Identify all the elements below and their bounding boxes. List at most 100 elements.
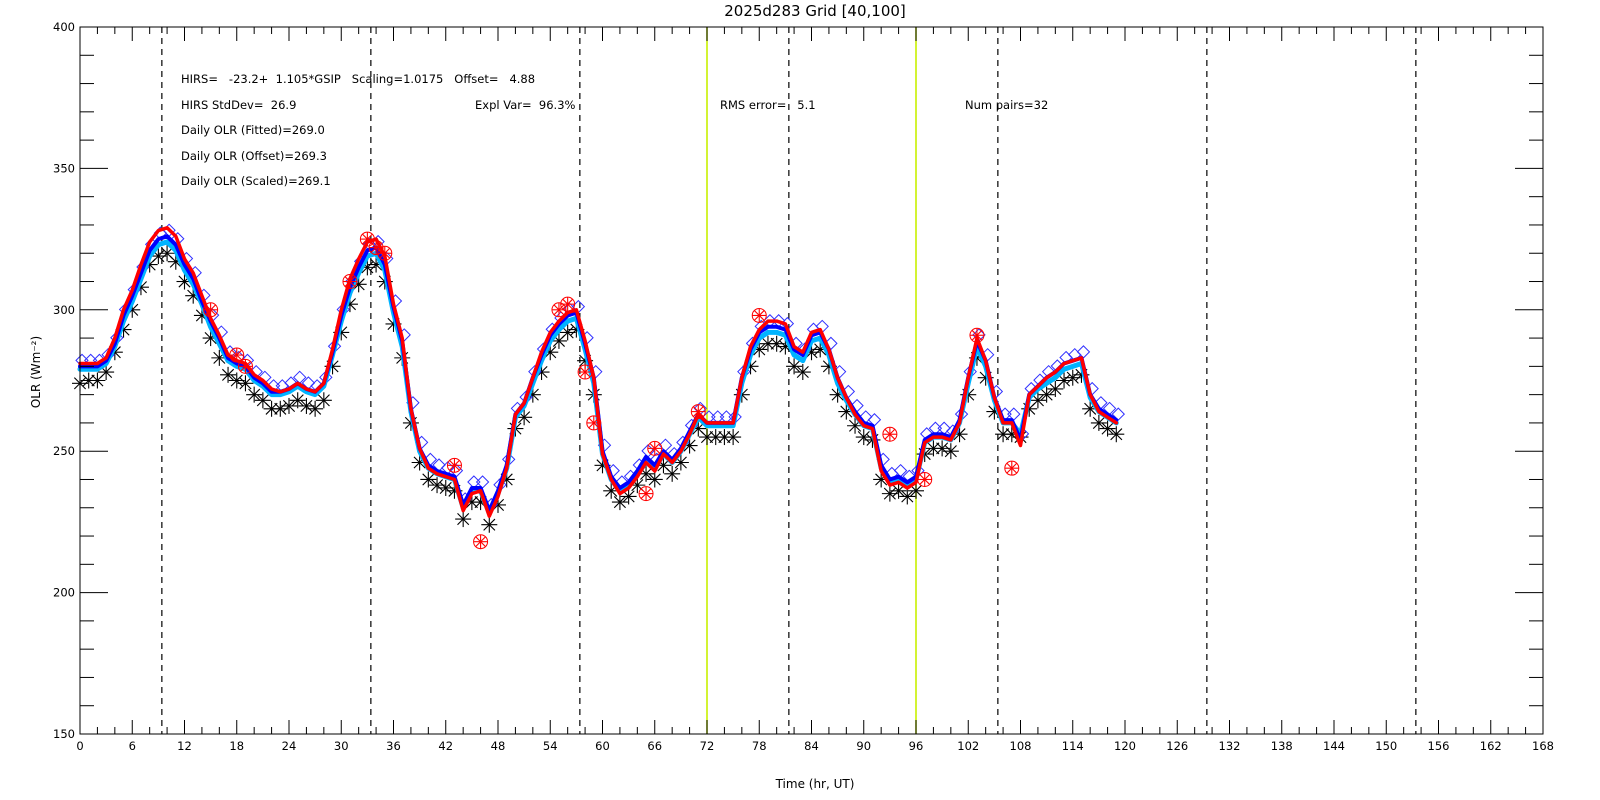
annotation-text: Daily OLR (Fitted)=269.0 [181, 123, 325, 137]
hirs-observation-ring [551, 302, 567, 318]
y-tick-label: 350 [53, 161, 75, 175]
plot-area [72, 27, 1417, 734]
gsip-point [620, 488, 637, 505]
axes: 0 6 12 18 24 30 36 42 48 54 60 66 72 78 84 90 96 102 108 11… [53, 20, 1554, 753]
x-tick-label: 102 [957, 739, 979, 753]
gsip-point [315, 392, 332, 409]
x-tick-label: 78 [752, 739, 767, 753]
x-tick-label: 60 [595, 739, 610, 753]
gsip-point [1029, 392, 1046, 409]
gsip-point [455, 511, 472, 528]
hirs-observation-point [551, 302, 566, 317]
annotation-text: Daily OLR (Offset)=269.3 [181, 149, 327, 163]
hirs-observation-point [586, 415, 601, 430]
x-tick-label: 48 [491, 739, 506, 753]
hirs-observation-point [229, 348, 244, 363]
x-tick-label: 126 [1166, 739, 1188, 753]
hirs-observation-point [647, 441, 662, 456]
gsip-point [220, 366, 237, 383]
annotation-text: RMS error= 5.1 [720, 98, 816, 112]
hirs-observation-ring [377, 245, 393, 261]
y-tick-label: 150 [53, 727, 75, 741]
y-axis-title: OLR (Wm⁻²) [29, 336, 43, 408]
hirs-observation-ring [446, 457, 462, 473]
gsip-point [246, 386, 263, 403]
x-tick-label: 90 [856, 739, 871, 753]
gsip-point [1038, 386, 1055, 403]
hirs-observation-ring [647, 440, 663, 456]
annotation-text: HIRS= -23.2+ 1.105*GSIP Scaling=1.0175 O… [181, 72, 535, 86]
hirs-observation-ring [237, 358, 253, 374]
y-tick-label: 300 [53, 303, 75, 317]
hirs-observation-ring [917, 471, 933, 487]
gsip-point [411, 454, 428, 471]
x-tick-label: 54 [543, 739, 558, 753]
x-tick-label: 30 [334, 739, 349, 753]
x-axis-title: Time (hr, UT) [775, 777, 855, 791]
gsip-point [611, 494, 628, 511]
x-tick-label: 144 [1323, 739, 1345, 753]
fit-statistics-annotations: HIRS= -23.2+ 1.105*GSIP Scaling=1.0175 O… [181, 72, 1048, 188]
gsip-point [725, 429, 742, 446]
gsip-point [1108, 426, 1125, 443]
gsip-point [420, 471, 437, 488]
x-tick-label: 168 [1532, 739, 1554, 753]
x-tick-label: 108 [1010, 739, 1032, 753]
hirs-observation-point [342, 274, 357, 289]
gsip-point [664, 465, 681, 482]
gsip-point [281, 397, 297, 414]
hirs-observation-point [473, 534, 488, 549]
hirs-observation-ring [560, 296, 576, 312]
hirs-observation-ring [586, 415, 602, 431]
gsip-point [925, 440, 942, 457]
hirs-observation-ring [969, 327, 985, 343]
x-tick-label: 138 [1271, 739, 1293, 753]
gsip-point [768, 335, 785, 352]
gsip-point [908, 482, 924, 499]
hirs-observation-ring [342, 274, 358, 290]
hirs-observation-ring [368, 240, 384, 256]
gsip-point [942, 443, 959, 460]
gsip-point [307, 400, 324, 417]
x-tick-label: 24 [282, 739, 297, 753]
fitted-series-line [77, 239, 1119, 516]
y-tick-label: 200 [53, 586, 75, 600]
hirs-observation-ring [203, 302, 219, 318]
gsip-point [759, 335, 776, 352]
hirs-observation-ring [473, 534, 489, 550]
x-tick-label: 72 [700, 739, 715, 753]
x-tick-label: 18 [229, 739, 244, 753]
gsip-point [272, 400, 289, 417]
gsip-point [237, 375, 254, 392]
hirs-observation-point [578, 365, 593, 380]
gsip-point [786, 358, 803, 375]
x-tick-label: 132 [1219, 739, 1241, 753]
gsip-point [646, 471, 663, 488]
x-tick-label: 114 [1062, 739, 1084, 753]
hirs-observation-point [1004, 461, 1019, 476]
x-tick-label: 120 [1114, 739, 1136, 753]
gsip-point [1090, 414, 1107, 431]
gsip-point [899, 488, 916, 505]
gsip-point [80, 372, 97, 389]
hirs-observation-ring [359, 231, 375, 247]
gsip-point [890, 482, 907, 499]
hirs-observation-ring [690, 404, 706, 420]
gsip-point [263, 400, 280, 417]
x-tick-label: 66 [647, 739, 662, 753]
x-tick-label: 156 [1428, 739, 1450, 753]
hirs-observation-point [639, 486, 654, 501]
gsip-point [289, 392, 306, 409]
hirs-observation-ring [1004, 460, 1020, 476]
x-tick-label: 42 [438, 739, 453, 753]
hirs-observation-point [752, 308, 767, 323]
hirs-observation-ring [577, 364, 593, 380]
gsip-point [159, 245, 176, 262]
annotation-text: HIRS StdDev= 26.9 [181, 98, 296, 112]
chart-title: 2025d283 Grid [40,100] [724, 2, 906, 20]
x-tick-label: 12 [177, 739, 192, 753]
hirs-observation-point [882, 427, 897, 442]
hirs-observation-ring [229, 347, 245, 363]
hirs-observation-ring [638, 486, 654, 502]
